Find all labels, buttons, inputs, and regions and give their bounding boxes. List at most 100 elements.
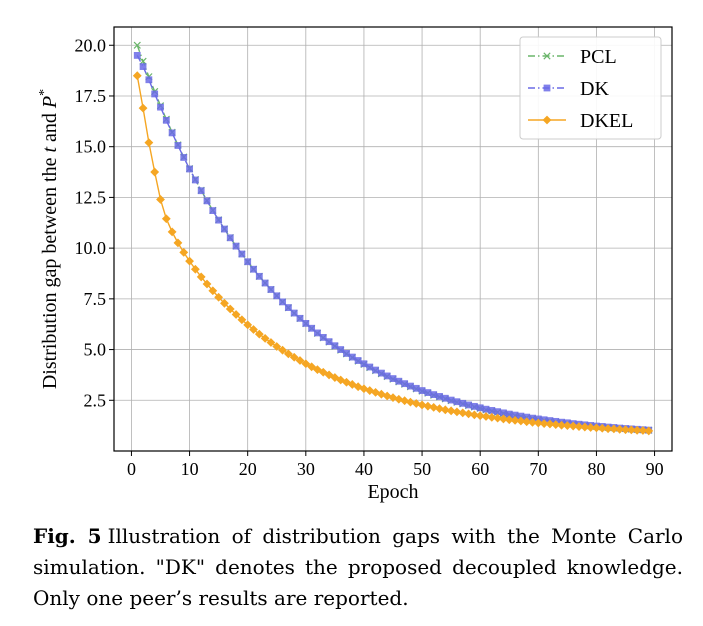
- point-dkel: [173, 238, 183, 248]
- point-dk: [157, 103, 164, 111]
- point-dkel: [435, 404, 444, 413]
- legend-entry-dk: DK: [528, 78, 609, 100]
- point-dkel: [621, 425, 630, 435]
- point-dkel: [313, 365, 322, 375]
- caption-text: Illustration of distribution gaps with t…: [33, 524, 683, 610]
- point-dk: [180, 154, 188, 161]
- point-dk: [459, 399, 467, 407]
- point-dk: [296, 314, 304, 322]
- chart: 0 10 20 30 40 50 60 70 80 90 2.5 5.0 7.5 10.0 12.5 15.…: [37, 26, 673, 503]
- point-dk: [372, 366, 379, 374]
- point-dkel: [493, 413, 503, 423]
- point-dk: [238, 250, 246, 258]
- point-dkel: [231, 310, 241, 319]
- legend-label-pcl: PCL: [580, 46, 617, 68]
- y-tick-label: 12.5: [75, 187, 107, 207]
- y-tick-label: 20.0: [75, 35, 107, 55]
- x-tick-label: 60: [471, 459, 489, 479]
- point-dkel: [545, 419, 555, 429]
- point-dk: [395, 377, 403, 385]
- point-dkel: [138, 103, 148, 113]
- x-tick-label: 10: [181, 459, 199, 479]
- x-tick-label: 50: [413, 459, 431, 479]
- point-dk: [151, 90, 159, 98]
- point-dkel: [528, 417, 537, 427]
- x-tick-label: 70: [529, 459, 547, 479]
- point-dk: [488, 407, 496, 414]
- x-axis: 0 10 20 30 40 50 60 70 80 90: [127, 451, 664, 479]
- point-dkel: [487, 412, 497, 422]
- point-dk: [343, 350, 350, 357]
- point-dkel: [603, 424, 613, 434]
- point-dkel: [237, 315, 247, 325]
- point-dkel: [249, 325, 258, 334]
- x-tick-label: 80: [587, 459, 605, 479]
- point-dkel: [144, 138, 154, 148]
- point-dk: [267, 286, 275, 293]
- point-dk: [389, 375, 397, 382]
- point-dkel: [260, 334, 270, 343]
- point-dk: [279, 298, 286, 306]
- point-dkel: [353, 382, 363, 392]
- point-dk: [494, 408, 502, 416]
- point-dkel: [423, 401, 433, 411]
- point-dkel: [452, 407, 462, 417]
- point-dk: [226, 234, 234, 242]
- point-dk: [407, 382, 414, 390]
- point-dk: [482, 405, 490, 413]
- point-dkel: [626, 425, 636, 435]
- legend-label-dkel: DKEL: [580, 110, 633, 132]
- point-dkel: [376, 389, 386, 399]
- point-dk: [470, 402, 478, 410]
- point-dkel: [318, 367, 328, 377]
- point-dk: [430, 391, 438, 399]
- point-dkel: [458, 408, 468, 418]
- point-dkel: [283, 349, 293, 359]
- point-dkel: [278, 345, 287, 355]
- point-dk: [511, 411, 519, 419]
- point-dkel: [132, 71, 142, 81]
- point-dkel: [533, 418, 543, 428]
- point-dkel: [475, 411, 485, 421]
- point-dkel: [167, 227, 177, 237]
- point-dkel: [644, 426, 654, 436]
- point-dkel: [272, 342, 282, 351]
- point-dkel: [301, 359, 311, 369]
- legend-marker-pcl: [543, 52, 551, 60]
- point-dkel: [179, 247, 189, 257]
- point-dk: [453, 398, 461, 406]
- point-dkel: [394, 394, 404, 404]
- legend-entry-dkel: DKEL: [528, 110, 633, 132]
- point-dkel: [214, 292, 224, 302]
- point-dk: [383, 372, 391, 380]
- point-dk: [232, 242, 240, 250]
- point-dk: [203, 197, 211, 205]
- x-axis-label: Epoch: [367, 481, 418, 503]
- point-dk: [197, 187, 205, 195]
- point-dkel: [597, 423, 607, 433]
- point-dk: [284, 304, 292, 311]
- point-dk: [331, 342, 339, 350]
- point-dk: [441, 394, 449, 402]
- y-tick-label: 17.5: [75, 86, 107, 106]
- point-dk: [476, 404, 484, 412]
- point-dk: [139, 63, 147, 70]
- point-dk: [290, 309, 298, 317]
- point-dkel: [406, 397, 415, 407]
- point-dkel: [504, 415, 514, 425]
- point-dkel: [568, 421, 578, 431]
- point-dkel: [609, 424, 619, 434]
- legend-box: [519, 36, 662, 140]
- point-dk: [500, 409, 507, 417]
- point-dk: [209, 207, 217, 214]
- point-dkel: [586, 423, 596, 432]
- point-dkel: [225, 304, 235, 314]
- point-dk: [354, 357, 362, 364]
- point-dk: [302, 319, 310, 327]
- point-dkel: [156, 195, 165, 204]
- point-dkel: [562, 421, 572, 431]
- point-dkel: [574, 422, 584, 432]
- point-dk: [447, 396, 455, 404]
- point-dkel: [580, 422, 590, 432]
- point-dkel: [324, 370, 334, 380]
